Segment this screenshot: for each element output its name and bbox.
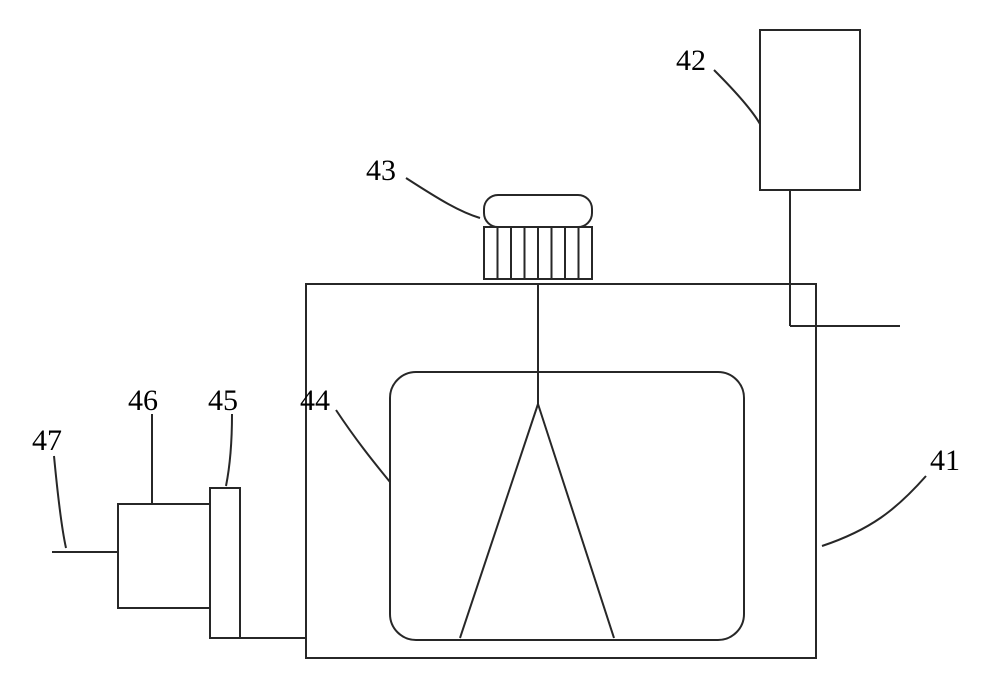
leader-p44 bbox=[336, 410, 390, 482]
leader-p41 bbox=[822, 476, 926, 546]
label-43: 43 bbox=[366, 154, 396, 187]
slot-45 bbox=[210, 488, 240, 638]
technical-diagram: 41 42 43 44 45 46 47 bbox=[0, 0, 1000, 691]
shapes-layer bbox=[118, 30, 860, 658]
agitator-line-tri_left bbox=[460, 404, 538, 638]
lines-layer bbox=[52, 190, 900, 638]
leader-p45 bbox=[226, 414, 232, 486]
main-box-41 bbox=[306, 284, 816, 658]
agitator-line-tri_right bbox=[538, 404, 614, 638]
tank-42 bbox=[760, 30, 860, 190]
label-47: 47 bbox=[32, 424, 62, 457]
label-45: 45 bbox=[208, 384, 238, 417]
box-46 bbox=[118, 504, 210, 608]
leader-lines-layer bbox=[54, 70, 926, 548]
label-44: 44 bbox=[300, 384, 330, 417]
leader-p47 bbox=[54, 456, 66, 548]
inner-rounded-44 bbox=[390, 372, 744, 640]
leader-p43 bbox=[406, 178, 480, 218]
labels-layer: 41 42 43 44 45 46 47 bbox=[32, 44, 960, 477]
label-46: 46 bbox=[128, 384, 158, 417]
label-41: 41 bbox=[930, 444, 960, 477]
label-42: 42 bbox=[676, 44, 706, 77]
leader-p42 bbox=[714, 70, 760, 124]
cap-top-43 bbox=[484, 195, 592, 227]
